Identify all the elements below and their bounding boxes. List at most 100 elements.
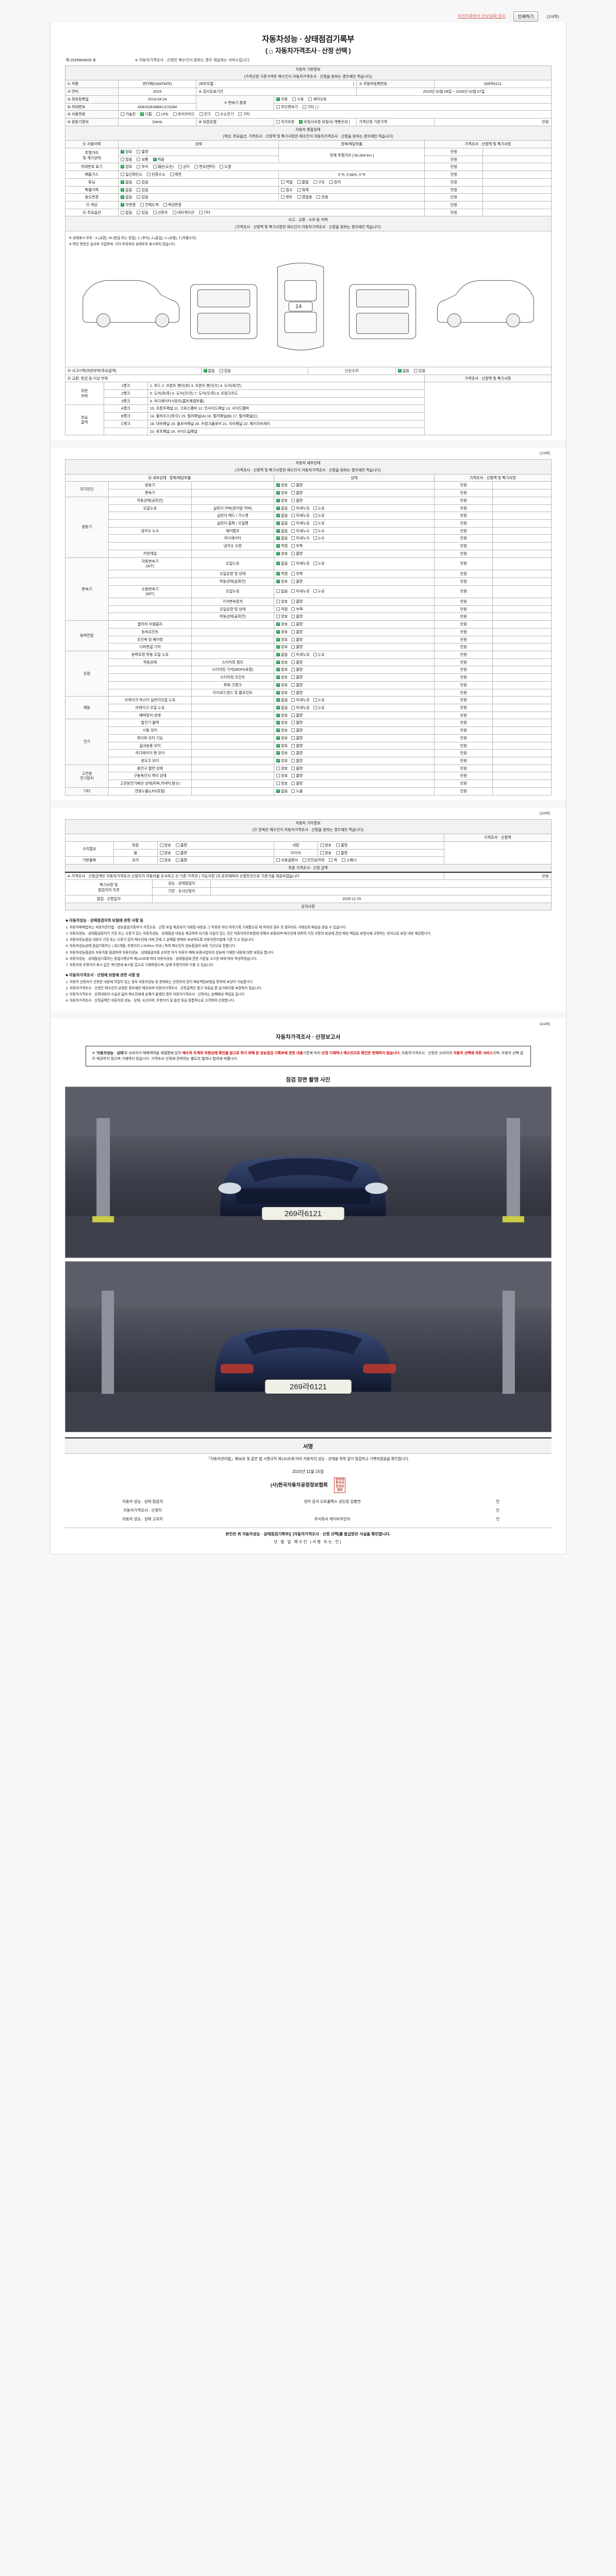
vin-damaged[interactable]: 훼손(오손) [153,164,174,170]
detail-opt-1[interactable]: 불량 [291,645,303,650]
detail-opt-1[interactable]: 누출 [291,789,303,794]
special-none[interactable]: 없음 [121,187,132,193]
fuel-opt-other[interactable]: 기타 [238,112,250,117]
detail-opt-1[interactable]: 불량 [291,773,303,778]
detail-opt-0[interactable]: 없음 [276,788,288,794]
detail-checkbox[interactable] [276,607,280,611]
detail-checkbox[interactable] [276,490,280,495]
memo-3[interactable] [482,163,552,172]
detail-opt-1[interactable]: 불량 [291,683,303,688]
fuel-other-checkbox[interactable] [238,112,242,116]
detail-checkbox[interactable] [276,561,280,566]
detail-memo[interactable] [492,570,552,578]
detail-opt-2[interactable]: 누수 [313,536,325,541]
special-yes[interactable]: 있음 [137,188,148,193]
int-good-checkbox[interactable] [320,843,324,847]
warranty-opt-self[interactable]: 자가보증 [276,120,294,125]
detail-opt-1[interactable]: 미세누유 [291,506,310,511]
detail-checkbox[interactable] [276,659,280,664]
warranty-insurer-checkbox[interactable] [299,120,303,124]
detail-opt-1[interactable]: 미세누수 [291,536,310,541]
detail-checkbox[interactable] [291,706,295,709]
detail-memo[interactable] [492,673,552,682]
detail-memo[interactable] [492,696,552,704]
detail-opt-0[interactable]: 양호 [276,675,288,680]
usechange-business-checkbox[interactable] [297,195,301,199]
detail-memo[interactable] [492,542,552,550]
detail-checkbox[interactable] [291,637,295,641]
memo-8[interactable] [482,200,552,209]
fuel-opt-hydrogen[interactable]: 수소전기 [215,112,234,117]
detail-opt-1[interactable]: 불량 [291,579,303,584]
basic-triangle[interactable]: 안전삼각대 [303,858,324,863]
detail-checkbox[interactable] [291,743,295,748]
trans-opt-auto[interactable]: 자동 [276,96,288,102]
detail-checkbox[interactable] [276,645,280,649]
mileage-few-checkbox[interactable] [153,157,157,161]
detail-checkbox[interactable] [276,720,280,725]
emission-hc[interactable]: 탄화수소 [147,172,165,177]
price-survey-checkbox[interactable] [269,50,273,54]
trans-opt-semiauto[interactable]: 세미오토 [308,97,327,102]
detail-checkbox[interactable] [291,675,295,680]
detail-opt-2[interactable]: 누유 [313,561,325,566]
emission-smoke-checkbox[interactable] [170,173,174,177]
tuning-structure[interactable]: 구조 [313,180,325,185]
detail-opt-0[interactable]: 양호 [276,758,288,764]
warranty-self-checkbox[interactable] [276,120,280,124]
detail-opt-1[interactable]: 불량 [291,713,303,718]
mileage-many-checkbox[interactable] [121,157,125,161]
detail-memo[interactable] [492,658,552,667]
detail-opt-1[interactable]: 불량 [291,728,303,733]
detail-memo[interactable] [492,620,552,629]
detail-checkbox[interactable] [313,521,317,526]
vin-painted[interactable]: 도말 [220,164,231,170]
detail-checkbox[interactable] [313,514,317,518]
detail-opt-1[interactable]: 불량 [291,483,303,488]
options-nav-checkbox[interactable] [172,210,176,214]
mileage-normal-checkbox[interactable] [137,157,141,161]
detail-memo[interactable] [492,635,552,644]
tuning-device[interactable]: 장치 [329,180,341,185]
basic-spanner[interactable]: 스패너 [341,858,357,863]
detail-checkbox[interactable] [276,637,280,641]
fuel-hydrogen-checkbox[interactable] [215,112,219,116]
detail-checkbox[interactable] [291,615,295,619]
detail-opt-0[interactable]: 양호 [276,728,288,733]
trans-semiauto-checkbox[interactable] [308,97,312,101]
detail-opt-0[interactable]: 없음 [276,561,288,566]
color-full-paint-checkbox[interactable] [140,202,144,207]
ext-good[interactable]: 양호 [159,843,171,848]
int-bad-checkbox[interactable] [336,843,340,847]
detail-checkbox[interactable] [291,572,295,576]
detail-opt-1[interactable]: 불량 [291,751,303,756]
ext-bad[interactable]: 불량 [175,843,187,848]
detail-checkbox[interactable] [291,506,295,510]
detail-opt-1[interactable]: 미세누유 [291,513,310,518]
detail-memo[interactable] [492,585,552,598]
detail-opt-0[interactable]: 양호 [276,659,288,665]
detail-checkbox[interactable] [291,683,295,687]
detail-memo[interactable] [492,757,552,765]
detail-checkbox[interactable] [291,728,295,733]
tuning-legal-checkbox[interactable] [281,180,285,184]
detail-checkbox[interactable] [291,498,295,502]
detail-opt-1[interactable]: 불량 [291,660,303,665]
detail-opt-1[interactable]: 불량 [291,720,303,725]
special-flood-checkbox[interactable] [281,188,285,192]
detail-opt-0[interactable]: 양호 [276,637,288,642]
detail-checkbox[interactable] [291,759,295,763]
glass-bad[interactable]: 불량 [175,858,187,863]
detail-checkbox[interactable] [276,579,280,583]
detail-opt-0[interactable]: 양호 [276,645,288,650]
detail-memo[interactable] [492,779,552,788]
detail-checkbox[interactable] [291,529,295,533]
detail-checkbox[interactable] [276,713,280,717]
detail-checkbox[interactable] [291,579,295,583]
detail-opt-1[interactable]: 부족 [291,571,303,577]
detail-opt-1[interactable]: 미세누유 [291,705,310,710]
trans-cvt-checkbox[interactable] [276,105,280,109]
vin-different-checkbox[interactable] [178,165,182,169]
detail-memo[interactable] [492,613,552,621]
basic-manual[interactable]: 사용설명서 [276,858,298,863]
